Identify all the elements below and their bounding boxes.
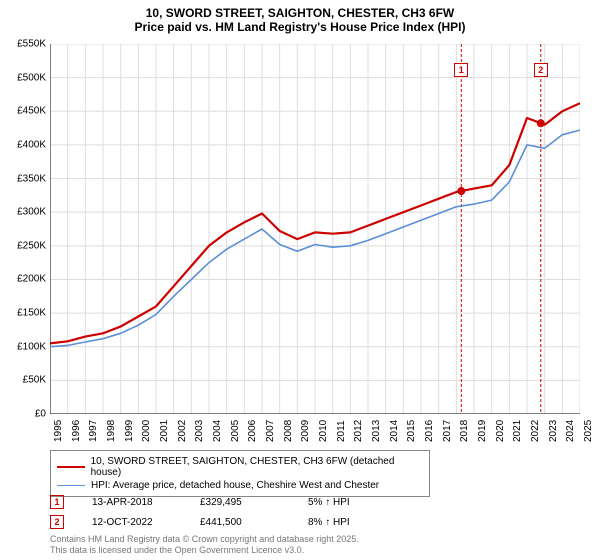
y-axis-label: £150K — [17, 308, 46, 319]
marker-diff: 8% ↑ HPI — [308, 517, 388, 528]
x-axis-label: 2005 — [230, 420, 241, 442]
x-axis-label: 1997 — [88, 420, 99, 442]
y-axis-label: £100K — [17, 341, 46, 352]
marker-date: 13-APR-2018 — [92, 497, 172, 508]
marker-diff: 5% ↑ HPI — [308, 497, 388, 508]
x-axis-label: 2001 — [159, 420, 170, 442]
x-axis: 1995 1996 1997 1998 1999 2000 2001 2002 2003 2004… — [50, 418, 580, 448]
x-axis-label: 2000 — [141, 420, 152, 442]
marker-table: 1 13-APR-2018 £329,495 5% ↑ HPI 2 12-OCT-2022… — [50, 492, 388, 532]
title-line1: 10, SWORD STREET, SAIGHTON, CHESTER, CH3… — [0, 6, 600, 20]
x-axis-label: 2009 — [300, 420, 311, 442]
legend-label: 10, SWORD STREET, SAIGHTON, CHESTER, CH3… — [91, 456, 423, 478]
x-axis-label: 2018 — [459, 420, 470, 442]
marker-date: 12-OCT-2022 — [92, 517, 172, 528]
y-axis-label: £500K — [17, 72, 46, 83]
y-axis-label: £200K — [17, 274, 46, 285]
chart-title: 10, SWORD STREET, SAIGHTON, CHESTER, CH3… — [0, 0, 600, 36]
x-axis-label: 1995 — [53, 420, 64, 442]
chart-plot-area: 12 — [50, 44, 580, 414]
marker-table-row: 2 12-OCT-2022 £441,500 8% ↑ HPI — [50, 512, 388, 532]
marker-table-row: 1 13-APR-2018 £329,495 5% ↑ HPI — [50, 492, 388, 512]
x-axis-label: 1999 — [124, 420, 135, 442]
x-axis-label: 2019 — [477, 420, 488, 442]
legend: 10, SWORD STREET, SAIGHTON, CHESTER, CH3… — [50, 450, 430, 497]
y-axis-label: £450K — [17, 106, 46, 117]
x-axis-label: 2022 — [530, 420, 541, 442]
marker-number-box: 1 — [50, 495, 64, 509]
y-axis: £0£50K£100K£150K£200K£250K£300K£350K£400… — [0, 44, 48, 414]
legend-row: 10, SWORD STREET, SAIGHTON, CHESTER, CH3… — [57, 455, 423, 479]
copyright-line1: Contains HM Land Registry data © Crown c… — [50, 534, 359, 545]
chart-svg — [50, 44, 580, 414]
y-axis-label: £300K — [17, 207, 46, 218]
x-axis-label: 2020 — [495, 420, 506, 442]
y-axis-label: £350K — [17, 173, 46, 184]
y-axis-label: £50K — [23, 375, 46, 386]
x-axis-label: 2014 — [389, 420, 400, 442]
y-axis-label: £250K — [17, 240, 46, 251]
chart-marker-box: 1 — [454, 63, 468, 77]
legend-swatch — [57, 466, 85, 468]
x-axis-label: 2002 — [177, 420, 188, 442]
x-axis-label: 2013 — [371, 420, 382, 442]
x-axis-label: 2021 — [512, 420, 523, 442]
x-axis-label: 2011 — [336, 420, 347, 442]
x-axis-label: 2025 — [583, 420, 594, 442]
marker-number-box: 2 — [50, 515, 64, 529]
x-axis-label: 2007 — [265, 420, 276, 442]
x-axis-label: 2003 — [194, 420, 205, 442]
legend-swatch — [57, 485, 85, 486]
copyright: Contains HM Land Registry data © Crown c… — [50, 534, 359, 556]
copyright-line2: This data is licensed under the Open Gov… — [50, 545, 359, 556]
x-axis-label: 2008 — [283, 420, 294, 442]
y-axis-label: £550K — [17, 39, 46, 50]
chart-marker-box: 2 — [534, 63, 548, 77]
x-axis-label: 1998 — [106, 420, 117, 442]
x-axis-label: 2006 — [247, 420, 258, 442]
legend-label: HPI: Average price, detached house, Ches… — [91, 480, 379, 491]
x-axis-label: 2012 — [353, 420, 364, 442]
x-axis-label: 2024 — [565, 420, 576, 442]
y-axis-label: £0 — [35, 409, 46, 420]
x-axis-label: 2016 — [424, 420, 435, 442]
x-axis-label: 2023 — [548, 420, 559, 442]
x-axis-label: 2010 — [318, 420, 329, 442]
marker-price: £441,500 — [200, 517, 280, 528]
title-line2: Price paid vs. HM Land Registry's House … — [0, 20, 600, 34]
x-axis-label: 1996 — [71, 420, 82, 442]
x-axis-label: 2004 — [212, 420, 223, 442]
x-axis-label: 2015 — [406, 420, 417, 442]
legend-row: HPI: Average price, detached house, Ches… — [57, 479, 423, 492]
y-axis-label: £400K — [17, 139, 46, 150]
x-axis-label: 2017 — [442, 420, 453, 442]
marker-price: £329,495 — [200, 497, 280, 508]
